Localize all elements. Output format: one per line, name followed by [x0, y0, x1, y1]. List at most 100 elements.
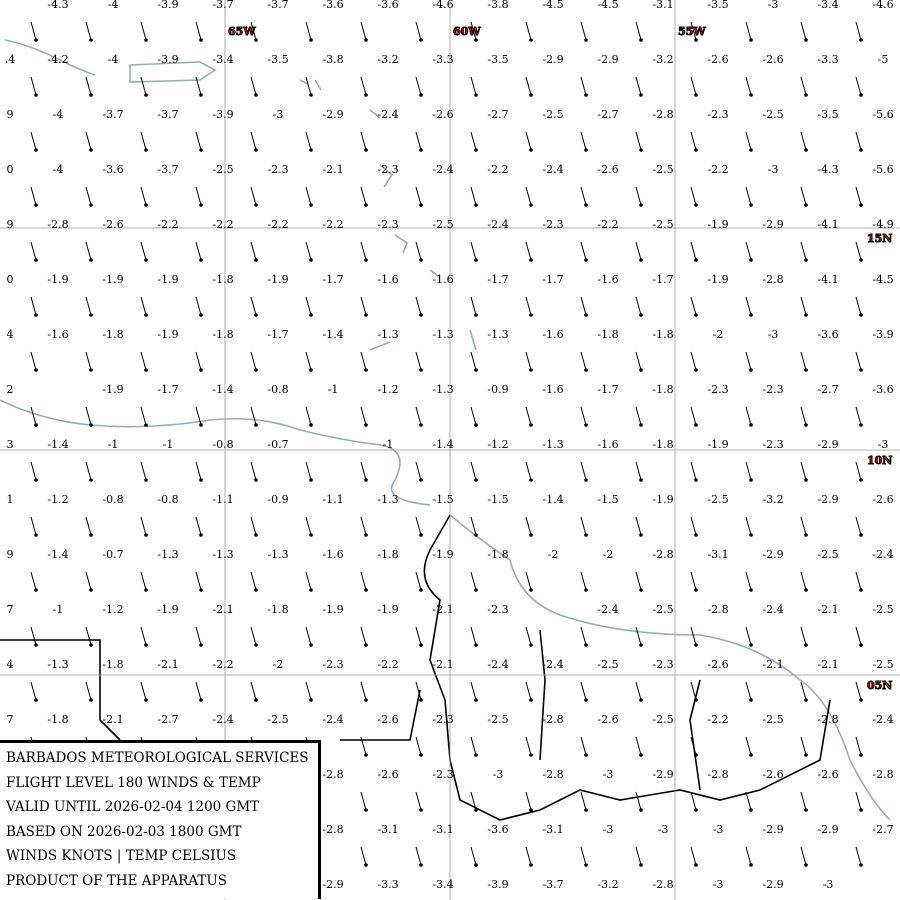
temperature: -3.4	[817, 0, 838, 11]
temperature: -2.1	[432, 658, 453, 671]
wind-staff	[305, 76, 312, 96]
temperature: -2.3	[432, 713, 453, 726]
station-dot	[694, 588, 698, 592]
wind-staff	[140, 681, 147, 701]
temperature: -1.7	[597, 383, 618, 396]
station-dot	[34, 533, 38, 537]
wind-staff	[855, 131, 862, 151]
station-dot	[89, 368, 93, 372]
temperature: -4.3	[817, 163, 838, 176]
temperature: -1.2	[487, 438, 508, 451]
temperature: -1.7	[487, 273, 508, 286]
wind-staff	[800, 131, 807, 151]
temperature: -2.3	[652, 658, 673, 671]
temperature: -1.3	[212, 548, 233, 561]
station-dot	[34, 313, 38, 317]
temperature: -2.9	[817, 438, 838, 451]
temperature: -2.3	[377, 218, 398, 231]
station-dot	[694, 313, 698, 317]
temperature: -2.2	[322, 218, 343, 231]
station-dot	[584, 313, 588, 317]
wind-staff	[580, 186, 587, 206]
temperature: -1.9	[652, 493, 673, 506]
temperature: -2.5	[872, 658, 893, 671]
wind-staff	[195, 516, 202, 536]
wind-staff	[800, 846, 807, 866]
station-dot	[34, 148, 38, 152]
temperature: -2.1	[817, 603, 838, 616]
station-dot	[639, 368, 643, 372]
wind-staff	[635, 131, 642, 151]
station-dot	[584, 93, 588, 97]
temperature: -2.5	[652, 218, 673, 231]
station-dot	[694, 203, 698, 207]
station-dot	[309, 423, 313, 427]
wind-staff	[30, 21, 37, 41]
wind-staff	[855, 681, 862, 701]
station-dot	[364, 698, 368, 702]
station-dot	[89, 588, 93, 592]
temperature: -2.3	[377, 163, 398, 176]
wind-staff	[690, 461, 697, 481]
station-dot	[529, 533, 533, 537]
temperature: -2.7	[157, 713, 178, 726]
temperature: -1.2	[47, 493, 68, 506]
wind-staff	[580, 626, 587, 646]
station-dot	[584, 533, 588, 537]
station-dot	[89, 423, 93, 427]
wind-staff	[635, 516, 642, 536]
temperature: -1.9	[157, 328, 178, 341]
wind-staff	[470, 516, 477, 536]
edge-temperature: 2	[7, 383, 14, 396]
station-dot	[474, 588, 478, 592]
temperature: -0.9	[267, 493, 288, 506]
info-line: BASED ON 2026-02-03 1800 GMT	[6, 823, 242, 840]
wind-staff	[360, 626, 367, 646]
temperature: -2.3	[542, 218, 563, 231]
temperature: -1	[53, 603, 64, 616]
wind-staff	[855, 186, 862, 206]
station-dot	[364, 313, 368, 317]
temperature: -1.7	[542, 273, 563, 286]
temperature: -0.7	[267, 438, 288, 451]
temperature: -2.6	[707, 658, 728, 671]
station-dot	[474, 863, 478, 867]
station-dot	[419, 148, 423, 152]
temperature: -3.8	[487, 0, 508, 11]
station-dot	[254, 478, 258, 482]
temperature: -4.3	[47, 0, 68, 11]
wind-staff	[580, 131, 587, 151]
wind-staff	[195, 681, 202, 701]
station-dot	[474, 93, 478, 97]
temperature: -1.8	[487, 548, 508, 561]
station-dot	[199, 203, 203, 207]
temperature: -1.8	[102, 658, 123, 671]
temperature: -2.1	[322, 163, 343, 176]
temperature: -3.1	[652, 0, 673, 11]
wind-staff	[800, 296, 807, 316]
temperature: -3	[273, 108, 284, 121]
temperature: -2.1	[432, 603, 453, 616]
wind-staff	[580, 681, 587, 701]
wind-staff	[195, 241, 202, 261]
wind-staff	[745, 351, 752, 371]
wind-staff	[800, 681, 807, 701]
station-dot	[144, 368, 148, 372]
wind-staff	[580, 21, 587, 41]
wind-staff	[635, 846, 642, 866]
edge-temperature: 9	[7, 548, 14, 561]
temperature: -2.9	[597, 53, 618, 66]
temperature: -1.6	[432, 273, 453, 286]
station-dot	[89, 93, 93, 97]
wind-staff	[195, 406, 202, 426]
temperature: -4.1	[817, 218, 838, 231]
temperature: -0.8	[212, 438, 233, 451]
temperature: -3.2	[597, 878, 618, 891]
wind-staff	[360, 571, 367, 591]
temperature: -1.6	[47, 328, 68, 341]
wind-staff	[580, 516, 587, 536]
station-dot	[584, 643, 588, 647]
temperature: -2.8	[542, 768, 563, 781]
temperature: -2.9	[322, 108, 343, 121]
temperature: -3	[603, 823, 614, 836]
